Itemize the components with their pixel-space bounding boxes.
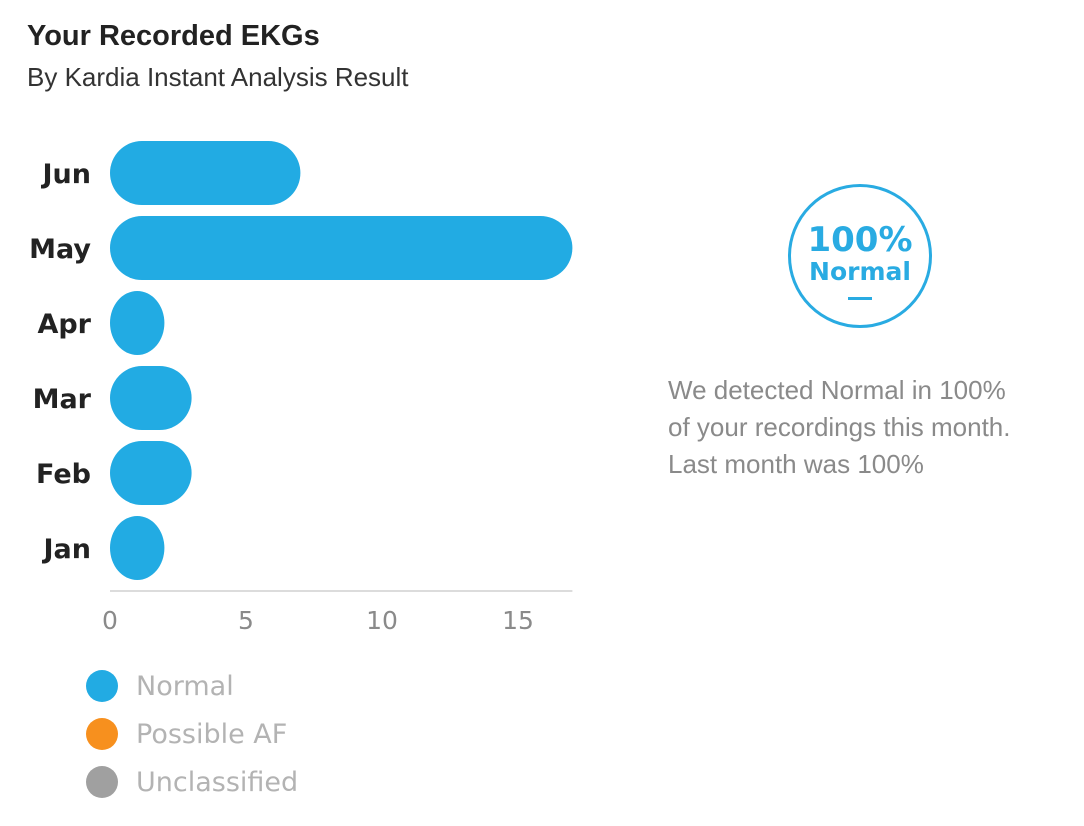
legend-label: Unclassified xyxy=(136,766,299,798)
bar-apr xyxy=(110,291,165,355)
x-tick-label: 15 xyxy=(502,606,534,635)
badge-dash-icon xyxy=(848,296,872,300)
bar-may xyxy=(110,216,573,280)
summary-line: Last month was 100% xyxy=(668,449,924,479)
legend-label: Possible AF xyxy=(136,718,288,750)
legend-swatch-possible-af xyxy=(86,718,118,750)
legend-item-unclassified[interactable]: Unclassified xyxy=(86,766,298,798)
y-tick-label: Apr xyxy=(37,309,91,340)
y-tick-label: Feb xyxy=(36,459,91,490)
legend-label: Normal xyxy=(136,670,234,702)
normal-percentage-value: 100% xyxy=(807,219,913,260)
summary-line: of your recordings this month. xyxy=(668,412,1011,442)
y-tick-label: May xyxy=(29,234,91,265)
summary-line: We detected Normal in 100% xyxy=(668,375,1006,405)
y-tick-label: Jun xyxy=(41,159,92,190)
legend-item-possible-af[interactable]: Possible AF xyxy=(86,718,298,750)
legend-swatch-unclassified xyxy=(86,766,118,798)
bar-feb xyxy=(110,441,192,505)
bar-mar xyxy=(110,366,192,430)
ekg-bar-chart: Jun May Apr Mar Feb Jan 0 5 10 15 xyxy=(29,141,573,635)
x-tick-label: 10 xyxy=(366,606,398,635)
summary-message: We detected Normal in 100% of your recor… xyxy=(668,372,1068,483)
chart-legend: Normal Possible AF Unclassified xyxy=(86,670,298,814)
bar-jun xyxy=(110,141,301,205)
x-tick-label: 0 xyxy=(102,606,118,635)
normal-percentage-label: Normal xyxy=(809,256,911,286)
x-tick-label: 5 xyxy=(238,606,254,635)
y-tick-label: Mar xyxy=(33,384,92,415)
bar-jan xyxy=(110,516,165,580)
chart-title: Your Recorded EKGs xyxy=(27,20,320,52)
legend-item-normal[interactable]: Normal xyxy=(86,670,298,702)
legend-swatch-normal xyxy=(86,670,118,702)
normal-percentage-badge: 100% Normal xyxy=(788,184,932,328)
chart-subtitle: By Kardia Instant Analysis Result xyxy=(27,62,409,92)
y-tick-label: Jan xyxy=(42,534,92,565)
